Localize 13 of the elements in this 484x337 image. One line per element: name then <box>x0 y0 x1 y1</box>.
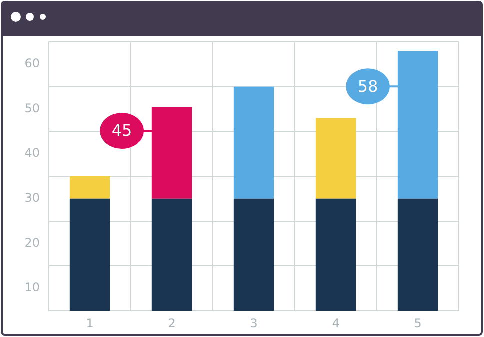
y-tick-label: 40 <box>24 146 40 160</box>
annotation: 58 <box>358 76 378 96</box>
y-tick-label: 10 <box>24 280 40 295</box>
y-tick-label: 50 <box>24 101 40 116</box>
x-tick-label: 1 <box>86 316 94 330</box>
x-tick-label: 5 <box>414 316 422 330</box>
x-tick-label: 2 <box>168 316 176 330</box>
y-tick-label: 60 <box>24 56 40 71</box>
y-tick-label: 20 <box>24 236 40 250</box>
annotation: 45 <box>112 121 132 140</box>
x-tick-label: 4 <box>332 316 340 330</box>
y-tick-label: 30 <box>24 191 40 206</box>
x-tick-label: 3 <box>250 316 258 330</box>
